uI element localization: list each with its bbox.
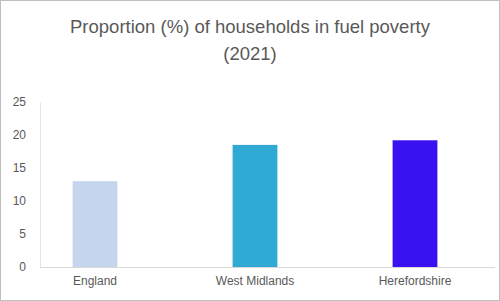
y-axis: 0 5 10 15 20 25 xyxy=(13,95,41,274)
bar xyxy=(393,140,438,267)
bars xyxy=(73,140,438,267)
y-tick-label: 20 xyxy=(13,128,27,142)
frame xyxy=(1,1,500,301)
y-tick: 20 xyxy=(13,128,40,142)
y-tick: 10 xyxy=(13,194,40,208)
y-tick: 25 xyxy=(13,95,40,109)
y-tick: 5 xyxy=(19,227,40,241)
bar xyxy=(73,181,118,267)
y-tick-label: 5 xyxy=(19,227,26,241)
x-axis: England West Midlands Herefordshire xyxy=(40,267,495,288)
x-tick-label: Herefordshire xyxy=(379,274,452,288)
x-tick-label: England xyxy=(73,274,117,288)
y-tick-label: 10 xyxy=(13,194,27,208)
x-tick: England xyxy=(73,267,117,288)
x-axis-line xyxy=(40,267,495,268)
bar xyxy=(233,145,278,267)
title-line: (2021) xyxy=(223,43,276,64)
y-tick-label: 25 xyxy=(13,95,27,109)
chart: Proportion (%) of households in fuel pov… xyxy=(0,0,500,301)
y-tick-label: 0 xyxy=(19,260,26,274)
x-tick: Herefordshire xyxy=(379,267,452,288)
y-axis-line xyxy=(40,103,41,268)
title: Proportion (%) of households in fuel pov… xyxy=(70,16,431,64)
x-tick: West Midlands xyxy=(216,267,294,288)
y-tick-label: 15 xyxy=(13,161,27,175)
x-tick-label: West Midlands xyxy=(216,274,294,288)
y-tick: 0 xyxy=(19,260,40,274)
title-line: Proportion (%) of households in fuel pov… xyxy=(70,16,431,37)
y-tick: 15 xyxy=(13,161,40,175)
